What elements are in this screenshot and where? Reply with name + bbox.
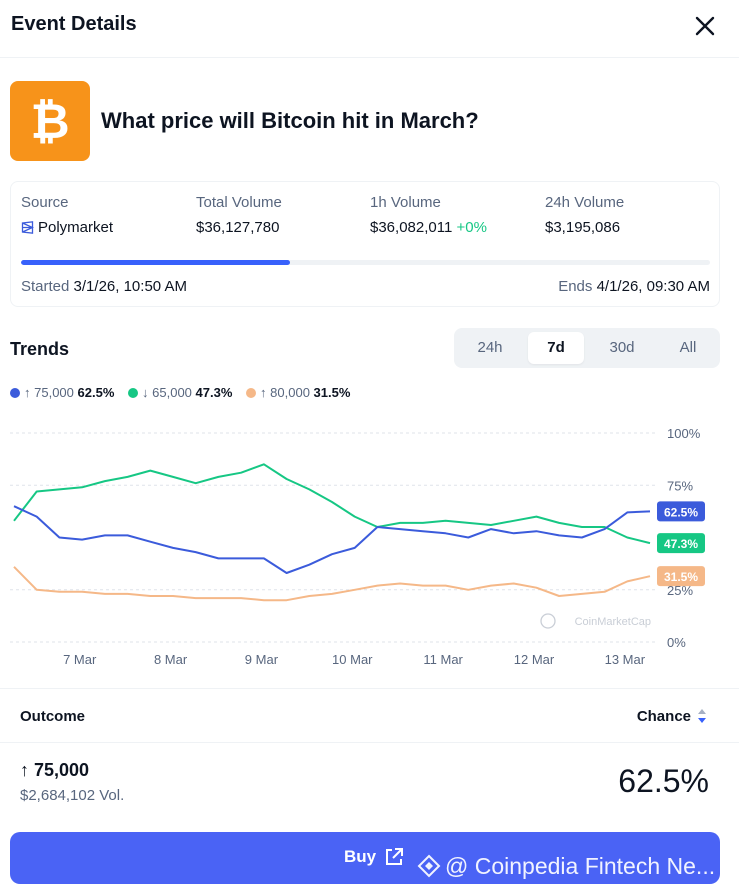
event-heading: ₿ What price will Bitcoin hit in March?	[10, 81, 710, 161]
modal-header: Event Details	[0, 0, 739, 58]
tab-30d[interactable]: 30d	[609, 339, 635, 356]
buy-label: Buy	[344, 847, 377, 866]
tab-7d[interactable]: 7d	[528, 332, 584, 364]
series-line	[13, 463, 651, 545]
bitcoin-icon: ₿	[10, 81, 90, 161]
legend-value: 62.5%	[77, 385, 115, 400]
legend-label: 80,000	[270, 385, 310, 400]
stat-total-volume: Total Volume $36,127,780	[196, 194, 282, 236]
x-tick-label: 8 Mar	[154, 652, 188, 667]
y-tick-label: 0%	[667, 635, 686, 650]
series-end-badge	[657, 533, 705, 554]
series-end-label: 62.5%	[664, 505, 698, 519]
legend-dot	[128, 388, 139, 398]
stat-24h-volume: 24h Volume $3,195,086	[545, 194, 624, 236]
legend-item-80000[interactable]: ↑ 80,000 31.5%	[246, 385, 350, 400]
chance-sort-button[interactable]: Chance	[636, 708, 691, 725]
event-question: What price will Bitcoin hit in March?	[101, 108, 479, 133]
legend-item-75000[interactable]: ↑ 75,000 62.5%	[10, 385, 114, 400]
svg-text:₿: ₿	[30, 94, 69, 150]
close-button[interactable]	[690, 11, 720, 41]
end-date: Ends 4/1/26, 09:30 AM	[558, 278, 710, 295]
series-end-label: 47.3%	[664, 537, 698, 551]
legend-arrow: ↓	[142, 385, 149, 400]
chart-legend: ↑ 75,000 62.5% ↓ 65,000 47.3% ↑ 80,000 3…	[10, 385, 360, 400]
volume-1h-change: +0%	[456, 219, 487, 236]
polymarket-icon	[21, 221, 34, 234]
modal-title: Event Details	[11, 13, 137, 35]
stat-value: $3,195,086	[545, 219, 621, 236]
outcome-arrow: ↑	[20, 760, 29, 780]
legend-arrow: ↑	[24, 385, 31, 400]
trends-chart[interactable]: 0% 25% 75% 100% 7 Mar 8 Mar 9 Mar 10 Mar 11 Mar 1…	[0, 415, 739, 675]
series-end-label: 31.5%	[664, 570, 698, 584]
close-icon	[695, 16, 715, 36]
time-progress-fill	[21, 260, 290, 265]
outcome-volume: $2,684,102 Vol.	[20, 787, 125, 804]
start-date: Started 3/1/26, 10:50 AM	[21, 278, 187, 295]
legend-value: 47.3%	[195, 385, 233, 400]
ends-value: 4/1/26, 09:30 AM	[596, 278, 710, 295]
x-tick-label: 13 Mar	[605, 652, 646, 667]
x-tick-label: 12 Mar	[514, 652, 555, 667]
series-line	[13, 505, 651, 574]
legend-label: 75,000	[34, 385, 74, 400]
binance-icon	[417, 854, 441, 878]
stat-value: $36,127,780	[196, 219, 280, 236]
series-end-badge	[657, 566, 705, 587]
outcome-name: ↑ 75,000	[20, 760, 89, 781]
legend-arrow: ↑	[260, 385, 267, 400]
buy-button[interactable]: Buy	[10, 832, 720, 884]
dates-row: Started 3/1/26, 10:50 AM Ends 4/1/26, 09…	[21, 278, 710, 295]
legend-label: 65,000	[152, 385, 192, 400]
stat-value: $36,082,011 +0%	[370, 219, 487, 236]
volume-1h-value: $36,082,011	[370, 219, 453, 236]
outcome-row[interactable]: ↑ 75,000 $2,684,102 Vol. 62.5%	[0, 744, 739, 816]
y-tick-label: 25%	[667, 583, 693, 598]
stats-card: Source Polymarket Total Volume $36,127,7…	[10, 181, 720, 307]
series-end-badge	[657, 501, 705, 522]
sort-icon[interactable]	[697, 708, 707, 724]
stat-source: Source Polymarket	[21, 194, 113, 236]
legend-dot	[10, 388, 20, 398]
outcome-table-header: Outcome Chance	[0, 688, 739, 743]
legend-item-65000[interactable]: ↓ 65,000 47.3%	[128, 385, 232, 400]
ends-label: Ends	[558, 278, 593, 295]
coinmarketcap-icon	[540, 613, 556, 629]
outcome-chance: 62.5%	[618, 763, 709, 799]
legend-dot	[246, 388, 257, 398]
y-tick-label: 100%	[667, 426, 701, 441]
outcome-value: 75,000	[34, 760, 90, 780]
timeframe-tabs: 24h 7d 30d All	[454, 328, 720, 368]
tab-24h[interactable]: 24h	[477, 339, 503, 356]
stat-label: Total Volume	[196, 194, 282, 211]
coinpedia-watermark: @ Coinpedia Fintech Ne...	[417, 853, 715, 880]
series-line	[13, 566, 651, 602]
watermark-text: @ Coinpedia Fintech Ne...	[445, 853, 716, 879]
started-value: 3/1/26, 10:50 AM	[73, 278, 187, 295]
x-tick-label: 7 Mar	[63, 652, 97, 667]
tab-all[interactable]: All	[679, 339, 697, 356]
stat-1h-volume: 1h Volume $36,082,011 +0%	[370, 194, 487, 236]
x-tick-label: 10 Mar	[332, 652, 373, 667]
y-tick-label: 75%	[667, 478, 693, 493]
trends-title: Trends	[10, 339, 70, 359]
x-tick-label: 11 Mar	[423, 652, 463, 667]
time-progress-bar	[21, 260, 710, 265]
started-label: Started	[21, 278, 70, 295]
legend-value: 31.5%	[313, 385, 351, 400]
external-link-icon	[386, 848, 403, 865]
source-name: Polymarket	[38, 219, 114, 236]
outcome-column-label: Outcome	[20, 708, 86, 725]
chart-watermark: CoinMarketCap	[575, 616, 651, 628]
x-tick-label: 9 Mar	[245, 652, 279, 667]
stat-label: 1h Volume	[370, 194, 441, 211]
stat-label: Source	[21, 194, 69, 211]
stat-label: 24h Volume	[545, 194, 625, 211]
stat-value[interactable]: Polymarket	[21, 219, 113, 236]
